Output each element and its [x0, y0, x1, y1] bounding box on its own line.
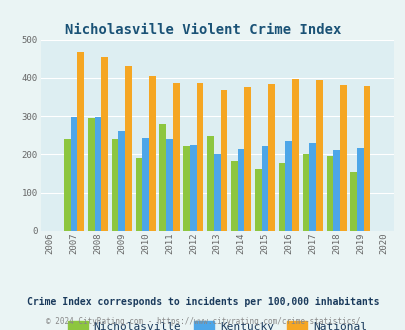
Bar: [333, 150, 339, 231]
Legend: Nicholasville, Kentucky, National: Nicholasville, Kentucky, National: [63, 317, 370, 330]
Bar: [196, 83, 203, 231]
Bar: [292, 79, 298, 231]
Bar: [77, 52, 84, 231]
Bar: [149, 76, 155, 231]
Bar: [64, 139, 70, 231]
Bar: [142, 138, 149, 231]
Bar: [135, 158, 142, 231]
Bar: [111, 139, 118, 231]
Bar: [213, 154, 220, 231]
Bar: [159, 124, 166, 231]
Bar: [125, 66, 132, 231]
Bar: [220, 90, 227, 231]
Bar: [207, 136, 213, 231]
Bar: [183, 146, 190, 231]
Bar: [118, 131, 125, 231]
Bar: [302, 154, 309, 231]
Bar: [350, 172, 356, 231]
Bar: [166, 139, 173, 231]
Bar: [190, 145, 196, 231]
Bar: [278, 163, 285, 231]
Bar: [315, 80, 322, 231]
Bar: [363, 86, 369, 231]
Bar: [356, 148, 363, 231]
Bar: [309, 143, 315, 231]
Bar: [237, 149, 244, 231]
Bar: [339, 85, 346, 231]
Bar: [173, 83, 179, 231]
Bar: [87, 118, 94, 231]
Bar: [70, 117, 77, 231]
Bar: [268, 84, 274, 231]
Bar: [261, 147, 268, 231]
Bar: [285, 142, 292, 231]
Bar: [326, 156, 333, 231]
Text: Crime Index corresponds to incidents per 100,000 inhabitants: Crime Index corresponds to incidents per…: [27, 297, 378, 307]
Text: Nicholasville Violent Crime Index: Nicholasville Violent Crime Index: [65, 23, 340, 37]
Text: © 2024 CityRating.com - https://www.cityrating.com/crime-statistics/: © 2024 CityRating.com - https://www.city…: [46, 317, 359, 326]
Bar: [244, 87, 250, 231]
Bar: [230, 161, 237, 231]
Bar: [101, 57, 108, 231]
Bar: [254, 169, 261, 231]
Bar: [94, 117, 101, 231]
